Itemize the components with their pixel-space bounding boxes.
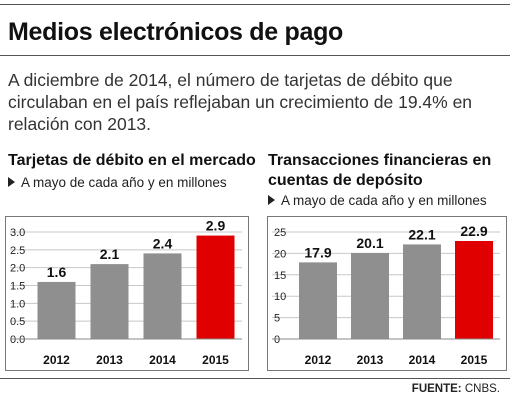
bar (90, 264, 129, 339)
chart-1-box: 0.0 0.5 1.0 1.5 2.0 2.5 3.0 1.6 2012 2.1 2013 2.4 20… (5, 216, 249, 371)
bottom-rule (0, 378, 510, 379)
chart-2-subtitle: A mayo de cada año y en millones (268, 193, 487, 208)
y-tick-label: 0.5 (10, 316, 25, 328)
y-tick-label: 3.0 (10, 227, 25, 239)
x-tick-label: 2015 (202, 353, 229, 367)
data-label: 2.9 (206, 218, 226, 234)
data-label: 2.1 (100, 246, 120, 262)
x-tick-label: 2012 (305, 353, 332, 367)
chart-1-title: Tarjetas de débito en el mercado (8, 152, 256, 169)
data-label: 2.4 (153, 235, 173, 251)
intro-text: A diciembre de 2014, el número de tarjet… (8, 70, 473, 134)
bar (37, 281, 76, 339)
y-tick-label: 20 (274, 248, 286, 260)
chart-1-subtitle: A mayo de cada año y en millones (8, 175, 227, 190)
x-tick-label: 2012 (43, 353, 70, 367)
chart-1: 0.0 0.5 1.0 1.5 2.0 2.5 3.0 1.6 2012 2.1 2013 2.4 20… (10, 218, 242, 367)
bar (351, 252, 389, 339)
bar (196, 235, 235, 339)
data-label: 17.9 (304, 244, 331, 260)
chart-2-subtitle-text: A mayo de cada año y en millones (281, 193, 487, 208)
y-tick-label: 25 (274, 227, 286, 239)
y-tick-label: 0 (274, 334, 280, 346)
y-tick-label: 1.0 (10, 298, 25, 310)
x-tick-label: 2013 (357, 353, 384, 367)
y-tick-label: 1.5 (10, 281, 25, 293)
bar (455, 240, 493, 339)
chart-2-box: 0 5 10 15 20 25 17.9 2012 20.1 2013 22.1 2014 22.9 20… (267, 216, 507, 371)
data-label: 22.9 (460, 223, 487, 239)
data-label: 20.1 (356, 235, 383, 251)
source-label: FUENTE: (411, 383, 462, 395)
chart-2-title: Transacciones financieras en cuentas de … (268, 152, 492, 189)
y-tick-label: 2.0 (10, 263, 25, 275)
y-tick-label: 10 (274, 291, 286, 303)
y-tick-label: 15 (274, 270, 286, 282)
x-tick-label: 2014 (409, 353, 436, 367)
bar (143, 253, 182, 339)
x-tick-label: 2014 (149, 353, 176, 367)
y-tick-label: 2.5 (10, 245, 25, 257)
chart-1-subtitle-text: A mayo de cada año y en millones (21, 175, 227, 190)
data-label: 22.1 (408, 226, 435, 242)
source-note: FUENTE: CNBS. (412, 383, 500, 395)
data-label: 1.6 (47, 264, 67, 280)
source-value: CNBS. (464, 383, 500, 395)
triangle-bullet-icon (268, 195, 275, 205)
page-title: Medios electrónicos de pago (8, 18, 344, 46)
y-tick-label: 5 (274, 313, 280, 325)
chart-2: 0 5 10 15 20 25 17.9 2012 20.1 2013 22.1 2014 22.9 20… (272, 223, 500, 367)
triangle-bullet-icon (8, 177, 15, 187)
top-rule (0, 4, 510, 5)
bar (299, 262, 337, 339)
title-rule (0, 55, 510, 56)
bar (403, 244, 441, 339)
x-tick-label: 2013 (96, 353, 123, 367)
y-tick-label: 0.0 (10, 334, 25, 346)
x-tick-label: 2015 (461, 353, 488, 367)
